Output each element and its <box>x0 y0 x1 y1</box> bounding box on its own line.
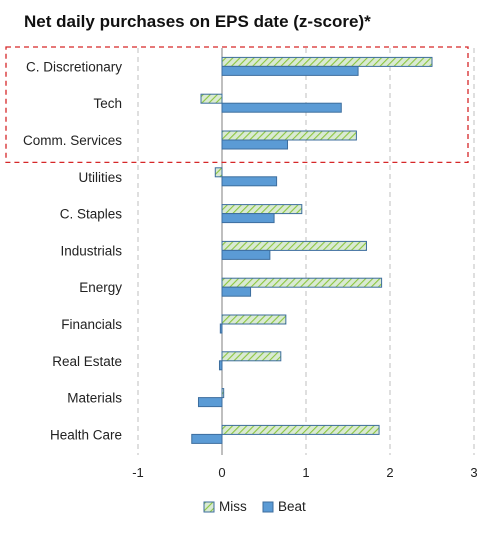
legend: Miss Beat <box>203 499 306 514</box>
category-label: Tech <box>93 96 122 111</box>
category-label: Industrials <box>60 243 122 258</box>
x-tick-label: -1 <box>132 465 144 480</box>
bar-beat <box>218 360 223 371</box>
bar-beat <box>221 102 342 113</box>
bar-miss <box>221 351 282 362</box>
bar-beat <box>219 323 223 334</box>
bar-miss <box>221 314 287 325</box>
bar-beat <box>221 249 271 260</box>
legend-label-miss: Miss <box>219 499 247 514</box>
bars <box>191 56 433 444</box>
category-label: Financials <box>61 317 122 332</box>
bar-beat <box>221 139 289 150</box>
bar-beat <box>221 65 359 76</box>
bar-miss <box>221 204 303 215</box>
chart-title: Net daily purchases on EPS date (z-score… <box>24 12 371 31</box>
category-label: Utilities <box>78 170 122 185</box>
category-label: Energy <box>79 280 122 295</box>
x-tick-label: 3 <box>470 465 477 480</box>
legend-swatch-miss <box>203 501 215 513</box>
bar-miss <box>221 388 225 399</box>
legend-swatch-beat <box>262 501 274 513</box>
bar-miss <box>221 56 433 67</box>
category-label: Comm. Services <box>23 133 122 148</box>
category-label: C. Discretionary <box>26 59 122 74</box>
bar-beat <box>221 286 252 297</box>
category-label: Real Estate <box>52 354 122 369</box>
category-label: C. Staples <box>60 207 123 222</box>
legend-label-beat: Beat <box>278 499 306 514</box>
category-label: Health Care <box>50 427 122 442</box>
bar-beat <box>221 213 275 224</box>
bar-miss <box>221 130 357 141</box>
category-label: Materials <box>67 391 122 406</box>
bar-beat <box>191 433 223 444</box>
x-tick-labels: -1 0 1 2 3 <box>132 465 477 480</box>
x-tick-label: 1 <box>302 465 309 480</box>
bar-miss <box>214 167 223 178</box>
bar-beat <box>197 397 223 408</box>
x-tick-label: 2 <box>386 465 393 480</box>
category-labels: C. Discretionary Tech Comm. Services Utilit… <box>23 59 122 442</box>
bar-beat <box>221 176 278 187</box>
bar-miss <box>200 93 223 104</box>
bar-miss <box>221 424 380 435</box>
bar-miss <box>221 240 367 251</box>
x-tick-label: 0 <box>218 465 225 480</box>
bar-miss <box>221 277 383 288</box>
